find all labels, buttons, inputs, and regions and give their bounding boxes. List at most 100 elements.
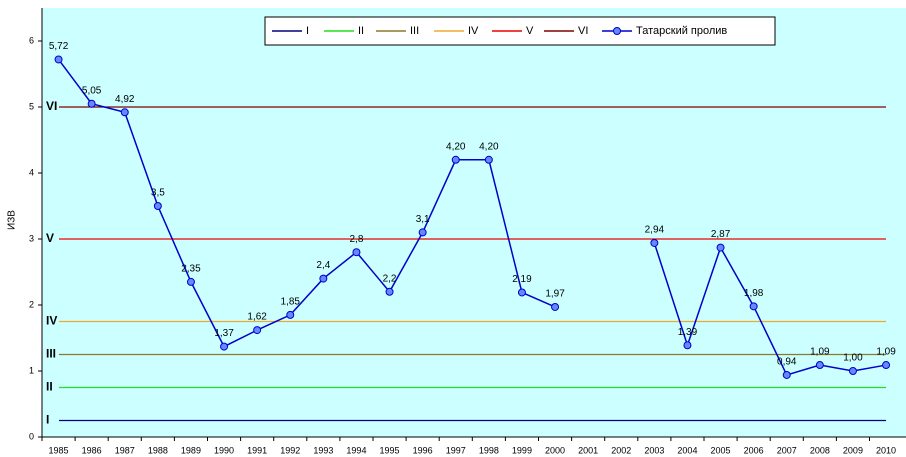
x-tick-label: 1996 <box>413 445 433 455</box>
x-tick-label: 2008 <box>810 445 830 455</box>
y-tick-label: 3 <box>29 233 34 243</box>
level-label: IV <box>46 314 57 328</box>
level-label: III <box>46 347 56 361</box>
value-label: 1,97 <box>545 289 565 300</box>
point <box>352 248 361 257</box>
value-label: 1,98 <box>744 288 764 299</box>
value-label: 3,5 <box>151 188 165 199</box>
point <box>683 341 692 350</box>
value-label: 2,35 <box>181 264 201 275</box>
point <box>418 228 427 237</box>
y-tick-label: 2 <box>29 299 34 309</box>
value-label: 1,00 <box>843 353 863 364</box>
value-label: 4,20 <box>446 141 466 152</box>
x-tick-label: 2009 <box>843 445 863 455</box>
value-label: 1,09 <box>810 347 830 358</box>
point <box>716 243 725 252</box>
value-label: 1,09 <box>876 347 896 358</box>
point <box>253 326 262 335</box>
y-tick-label: 5 <box>29 101 34 111</box>
x-tick-label: 1999 <box>512 445 532 455</box>
value-label: 2,19 <box>512 274 532 285</box>
point <box>385 287 394 296</box>
value-label: 5,05 <box>82 85 102 96</box>
legend-label: VI <box>578 25 588 37</box>
x-tick-label: 1998 <box>479 445 499 455</box>
legend-label: III <box>410 25 419 37</box>
level-label-bg <box>43 347 59 362</box>
series-line <box>57 59 887 376</box>
point <box>815 361 824 370</box>
x-tick-label: 2001 <box>578 445 598 455</box>
point <box>286 310 295 319</box>
point <box>451 155 460 164</box>
value-label: 4,92 <box>115 94 135 105</box>
legend-label: I <box>306 25 309 37</box>
point <box>551 302 560 311</box>
value-label: 2,94 <box>645 225 665 236</box>
x-tick-label: 2006 <box>744 445 764 455</box>
x-tick-label: 1989 <box>181 445 201 455</box>
x-tick-label: 2003 <box>644 445 664 455</box>
x-tick-label: 1993 <box>313 445 333 455</box>
value-label: 5,72 <box>49 41 69 52</box>
point <box>650 238 659 247</box>
level-label: V <box>46 231 54 245</box>
level-label: II <box>46 380 53 394</box>
point <box>782 370 791 379</box>
point <box>220 342 229 351</box>
x-tick-label: 2005 <box>711 445 731 455</box>
y-tick-label: 6 <box>29 35 34 45</box>
y-axis-label: ИЗВ <box>7 210 18 230</box>
value-label: 2,2 <box>383 273 397 284</box>
point <box>484 155 493 164</box>
value-label: 1,39 <box>678 327 698 338</box>
plot-area <box>42 8 906 437</box>
x-tick-label: 2004 <box>677 445 697 455</box>
value-label: 2,4 <box>316 260 330 271</box>
x-tick-label: 1991 <box>247 445 267 455</box>
point <box>319 274 328 283</box>
value-label: 2,87 <box>711 229 731 240</box>
legend-label: II <box>358 25 364 37</box>
x-tick-label: 1992 <box>280 445 300 455</box>
level-label-bg <box>43 413 59 428</box>
x-tick-label: 1997 <box>446 445 466 455</box>
point <box>153 202 162 210</box>
x-tick-label: 1995 <box>380 445 400 455</box>
level-label-bg <box>43 314 59 329</box>
level-label-bg <box>43 232 59 246</box>
x-tick-label: 2002 <box>611 445 631 455</box>
point <box>120 108 129 117</box>
level-label: I <box>46 413 49 427</box>
x-tick-label: 1988 <box>148 445 168 455</box>
point <box>517 288 526 297</box>
legend: I II III IV V VI Татарский пролив <box>264 16 776 46</box>
value-label: 4,20 <box>479 141 499 152</box>
level-label-bg <box>43 100 59 114</box>
x-tick-label: 1990 <box>214 445 234 455</box>
legend-label: V <box>526 25 534 37</box>
value-label: 1,62 <box>247 312 267 323</box>
legend-marker <box>613 27 621 35</box>
point <box>87 99 96 108</box>
legend-label: Татарский пролив <box>636 25 727 37</box>
point <box>186 277 195 286</box>
y-tick-label: 0 <box>29 431 34 441</box>
legend-label: IV <box>468 25 479 37</box>
point <box>882 361 891 370</box>
x-tick-label: 2000 <box>545 445 565 455</box>
y-tick-label: 4 <box>29 167 34 177</box>
level-label: VI <box>46 99 57 113</box>
y-tick-label: 1 <box>29 365 34 375</box>
x-tick-label: 1994 <box>346 445 366 455</box>
x-tick-label: 1985 <box>49 445 69 455</box>
point <box>848 367 857 375</box>
x-tick-label: 1986 <box>82 445 102 455</box>
x-tick-label: 2007 <box>777 445 797 455</box>
point <box>54 55 63 64</box>
value-label: 2,8 <box>349 234 363 245</box>
point <box>749 302 758 311</box>
